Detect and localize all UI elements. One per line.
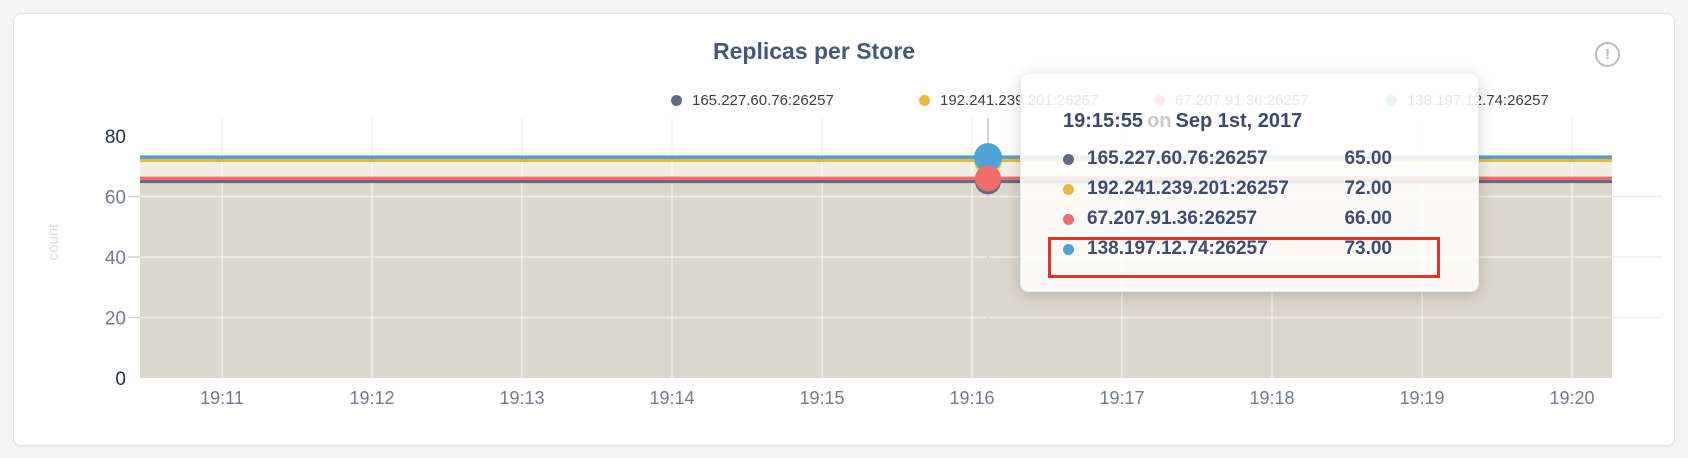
tooltip-row-highlighted: 138.197.12.74:26257 73.00: [1063, 234, 1392, 264]
x-tick-label: 19:20: [1549, 388, 1594, 408]
tooltip-series-dot: [1063, 183, 1074, 195]
y-tick-label: 0: [115, 369, 126, 390]
tooltip-series-name: 192.241.239.201:26257: [1087, 178, 1289, 199]
tooltip-date: Sep 1st, 2017: [1175, 110, 1303, 132]
y-tick-label: 40: [105, 248, 126, 269]
x-tick-label: 19:19: [1399, 388, 1444, 408]
tooltip-series-name: 67.207.91.36:26257: [1087, 208, 1258, 229]
tooltip-series-name: 138.197.12.74:26257: [1087, 238, 1268, 259]
tooltip-series-dot: [1063, 213, 1074, 225]
x-tick-label: 19:12: [349, 388, 394, 408]
tooltip-on-word: on: [1147, 110, 1172, 132]
legend-series-label: 165.227.60.76:26257: [692, 92, 834, 109]
tooltip-row: 165.227.60.76:26257 65.00: [1063, 144, 1392, 174]
y-tick-label: 60: [105, 188, 126, 209]
tooltip-series-value: 72.00: [1344, 178, 1392, 199]
y-tick-label: 20: [105, 309, 126, 330]
tooltip-series-dot: [1063, 153, 1074, 165]
hover-tooltip: 19:15:55 on Sep 1st, 2017 165.227.60.76:26…: [1020, 73, 1479, 292]
tooltip-header: 19:15:55 on Sep 1st, 2017: [1063, 110, 1302, 133]
tooltip-series-value: 65.00: [1344, 148, 1392, 169]
x-tick-label: 19:11: [200, 388, 244, 408]
x-tick-label: 19:15: [799, 388, 844, 408]
tooltip-series-name: 165.227.60.76:26257: [1087, 148, 1268, 169]
tooltip-rows: 165.227.60.76:26257 65.00 192.241.239.201:…: [1063, 144, 1392, 264]
x-tick-label: 19:16: [949, 388, 994, 408]
x-tick-label: 19:17: [1099, 388, 1144, 408]
tooltip-row: 192.241.239.201:26257 72.00: [1063, 174, 1392, 204]
legend-series-dot: [919, 95, 930, 106]
x-tick-label: 19:18: [1249, 388, 1294, 408]
hover-data-point: [974, 143, 1002, 172]
exclamation-circle-icon[interactable]: !: [1595, 42, 1620, 67]
legend-item[interactable]: 165.227.60.76:26257: [671, 92, 834, 109]
x-tick-label: 19:14: [649, 388, 694, 408]
x-tick-label: 19:13: [499, 388, 544, 408]
tooltip-series-dot: [1063, 243, 1074, 255]
tooltip-series-value: 73.00: [1344, 238, 1392, 259]
chart-title: Replicas per Store: [713, 38, 915, 64]
legend-series-dot: [671, 95, 682, 106]
tooltip-series-value: 66.00: [1344, 208, 1392, 229]
y-tick-label: 80: [105, 127, 126, 148]
hover-data-point: [975, 165, 1001, 192]
tooltip-row: 67.207.91.36:26257 66.00: [1063, 204, 1392, 234]
y-axis-title: count: [45, 223, 62, 261]
tooltip-time: 19:15:55: [1063, 110, 1144, 132]
